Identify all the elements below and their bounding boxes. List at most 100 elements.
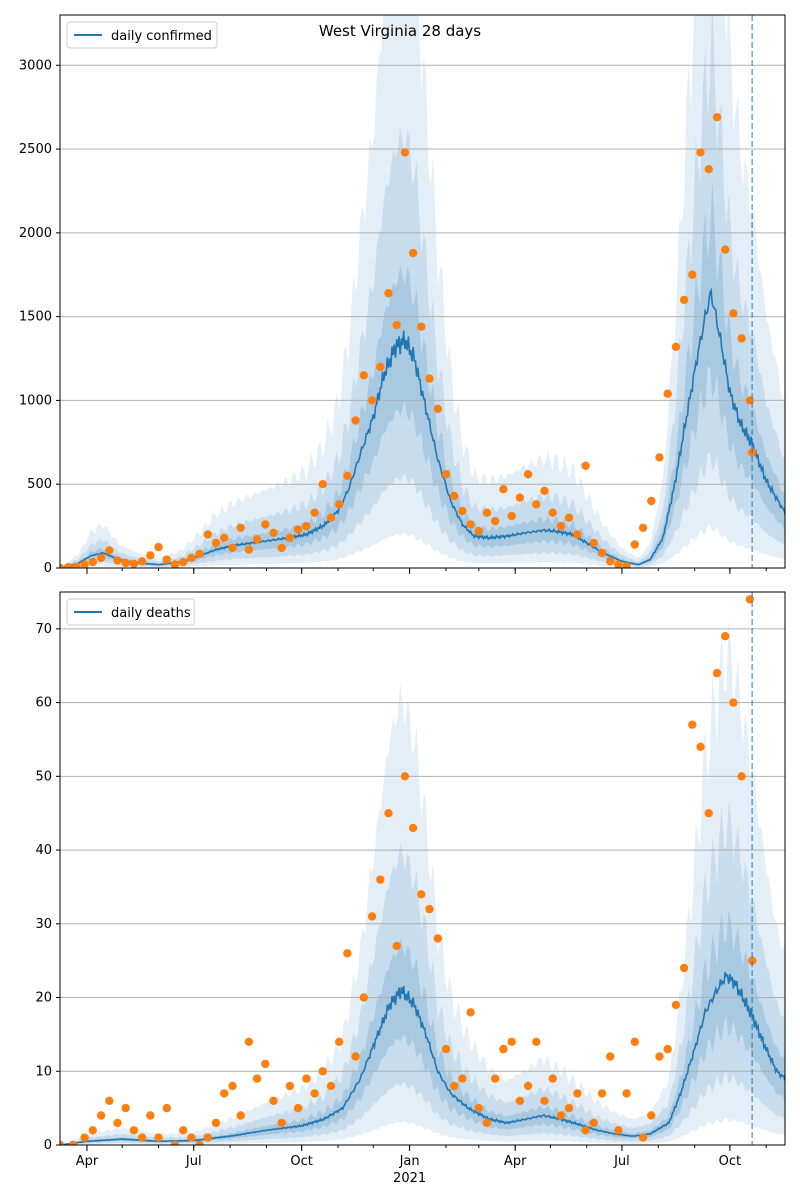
data-point xyxy=(647,1111,656,1120)
data-point xyxy=(269,1096,278,1106)
data-point xyxy=(581,1126,590,1135)
data-point xyxy=(244,1037,254,1047)
legend: daily deaths xyxy=(66,598,195,626)
data-point xyxy=(195,1140,204,1145)
y-tick-label: 500 xyxy=(27,477,52,492)
data-point xyxy=(532,1037,541,1047)
data-point xyxy=(392,941,401,951)
band-outer xyxy=(60,15,785,568)
data-point xyxy=(491,516,500,526)
data-point xyxy=(269,528,278,537)
data-point xyxy=(302,1074,311,1083)
data-point xyxy=(647,496,656,506)
data-point xyxy=(60,1140,65,1145)
data-point xyxy=(146,551,155,560)
data-point xyxy=(671,342,681,351)
data-point xyxy=(261,1059,270,1069)
data-point xyxy=(211,538,221,548)
data-point xyxy=(367,396,377,405)
data-point xyxy=(285,533,295,542)
data-point xyxy=(113,556,122,565)
data-point xyxy=(400,772,410,781)
panel-1: 0 500 1000 1500 2000 2500 3000 daily confirmed xyxy=(19,14,786,576)
data-point xyxy=(748,956,757,965)
data-point xyxy=(68,1140,78,1145)
y-tick-label: 1000 xyxy=(19,393,52,408)
data-point xyxy=(129,1126,139,1135)
band-inner xyxy=(60,909,785,1145)
data-point xyxy=(721,245,730,254)
data-point xyxy=(302,521,311,531)
data-point xyxy=(474,526,483,536)
data-point xyxy=(252,535,262,544)
data-point xyxy=(499,485,508,494)
data-point xyxy=(252,1074,262,1083)
data-point xyxy=(458,506,467,516)
data-point xyxy=(236,1111,245,1120)
data-point xyxy=(482,508,492,517)
data-point xyxy=(137,1133,147,1142)
data-point xyxy=(318,1067,327,1076)
data-point xyxy=(671,1000,681,1010)
data-point xyxy=(540,1096,549,1106)
data-point xyxy=(721,632,730,641)
data-point xyxy=(425,374,434,383)
band-middle xyxy=(60,801,785,1145)
data-point xyxy=(121,1103,130,1113)
y-tick-label: 0 xyxy=(44,561,52,576)
data-point xyxy=(499,1044,508,1054)
data-point xyxy=(146,1111,155,1120)
data-point xyxy=(466,1008,475,1017)
plot-area xyxy=(60,15,785,568)
data-point xyxy=(203,1133,212,1142)
y-tick-label: 60 xyxy=(35,696,52,711)
data-point xyxy=(277,543,286,553)
legend-label: daily confirmed xyxy=(111,29,212,44)
data-point xyxy=(392,320,401,330)
data-point xyxy=(367,912,377,921)
data-point xyxy=(704,165,713,174)
data-point xyxy=(179,1126,188,1135)
data-point xyxy=(581,461,590,470)
y-tick-label: 10 xyxy=(35,1064,52,1079)
panel-2: 0 10 20 30 40 50 60 70 Apr Jul Oct Jan 2021 Apr Jul Oct… xyxy=(35,591,786,1186)
data-point xyxy=(154,1133,163,1142)
data-point xyxy=(450,491,459,501)
data-point xyxy=(614,560,623,568)
y-tick-label: 50 xyxy=(35,769,52,784)
data-point xyxy=(351,416,360,425)
data-point xyxy=(589,1118,598,1128)
data-point xyxy=(195,549,204,558)
data-point xyxy=(384,809,393,818)
data-point xyxy=(293,1103,303,1113)
data-point xyxy=(121,558,130,568)
data-point xyxy=(179,557,188,567)
data-point xyxy=(433,404,442,413)
data-point xyxy=(343,471,352,480)
data-point xyxy=(688,720,697,729)
data-point xyxy=(712,113,722,122)
data-point xyxy=(696,148,705,157)
data-point xyxy=(515,493,525,502)
x-tick-label: Oct xyxy=(290,1154,312,1169)
data-point xyxy=(679,295,689,305)
data-point xyxy=(548,508,557,517)
data-point xyxy=(417,890,426,899)
data-point xyxy=(244,545,254,554)
data-point xyxy=(482,1118,492,1128)
data-point xyxy=(310,1089,319,1098)
x-tick-label: Apr xyxy=(76,1154,99,1169)
data-point xyxy=(203,530,212,539)
data-point xyxy=(556,1111,566,1120)
data-point xyxy=(277,1118,286,1128)
data-point xyxy=(335,500,344,509)
data-point xyxy=(400,148,410,157)
data-point xyxy=(556,521,566,531)
data-point xyxy=(597,1089,607,1098)
data-point xyxy=(113,1118,122,1128)
data-point xyxy=(450,1081,459,1091)
data-point xyxy=(655,453,664,462)
x-tick-label: Jul xyxy=(613,1154,630,1169)
